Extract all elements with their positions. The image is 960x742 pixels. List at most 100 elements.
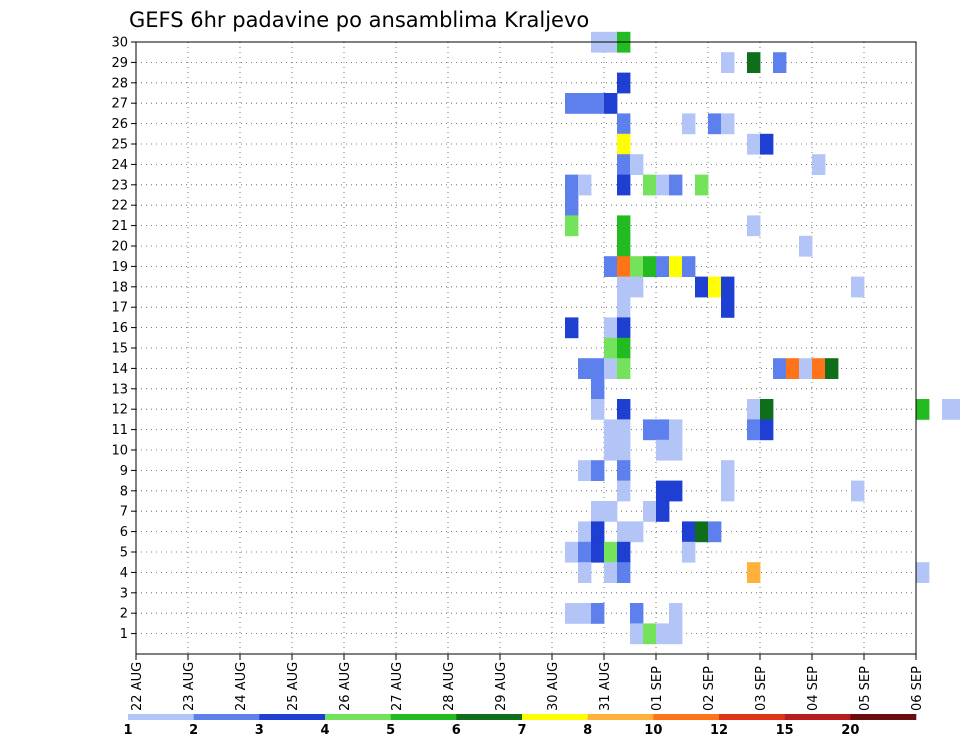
heatmap-cell (617, 562, 631, 583)
legend-swatch (719, 714, 785, 720)
y-tick-label: 28 (111, 76, 128, 91)
heatmap-cell (682, 256, 696, 277)
heatmap-cell (643, 174, 657, 196)
legend-label: 20 (841, 723, 859, 738)
legend-swatch (850, 714, 917, 720)
x-tick-label: 30 AUG (546, 662, 561, 711)
heatmap-cell (669, 256, 683, 277)
heatmap-cell (565, 174, 579, 196)
heatmap-cell (682, 521, 696, 543)
heatmap-cell (591, 603, 605, 624)
heatmap-cell (669, 480, 683, 502)
heatmap-cell (591, 501, 605, 522)
heatmap-cell (617, 419, 631, 441)
x-tick-label: 05 SEP (858, 666, 873, 711)
heatmap-cell (578, 93, 592, 114)
heatmap-cell (656, 501, 670, 522)
heatmap-cell (604, 93, 618, 114)
x-tick-label: 03 SEP (754, 666, 769, 711)
y-tick-label: 30 (111, 36, 128, 51)
heatmap-cell (617, 72, 631, 94)
heatmap-cell (669, 174, 683, 196)
heatmap-cell (747, 399, 761, 420)
heatmap-cell (578, 562, 592, 583)
heatmap-cell (812, 154, 826, 175)
heatmap-cell (630, 623, 644, 645)
heatmap-cell (682, 541, 696, 563)
y-tick-label: 27 (111, 97, 128, 112)
heatmap-cell (617, 439, 631, 461)
heatmap-cell (773, 358, 787, 379)
heatmap-cell (604, 562, 618, 583)
heatmap-cell (656, 623, 670, 645)
heatmap-cell (825, 358, 839, 379)
y-tick-label: 18 (111, 280, 128, 295)
heatmap-cell (617, 174, 631, 196)
y-tick-label: 13 (111, 382, 128, 397)
ensemble-cells (565, 31, 960, 645)
heatmap-cell (578, 521, 592, 543)
legend: 1 2 3 4 5 6 7 8 10 12 15 20 (123, 714, 917, 738)
heatmap-cell (617, 133, 631, 155)
heatmap-cell (695, 276, 709, 298)
heatmap-cell (591, 358, 605, 379)
heatmap-cell (643, 623, 657, 645)
heatmap-cell (617, 337, 631, 359)
y-tick-label: 20 (111, 240, 128, 255)
y-tick-label: 26 (111, 117, 128, 132)
heatmap-cell (604, 501, 618, 522)
heatmap-cell (942, 399, 956, 420)
legend-swatch (259, 714, 326, 720)
heatmap-cell (747, 419, 761, 441)
heatmap-cell (721, 276, 735, 298)
heatmap-cell (747, 562, 761, 583)
legend-swatch (390, 714, 457, 720)
x-tick-label: 29 AUG (494, 662, 509, 711)
heatmap-cell (604, 337, 618, 359)
heatmap-cell (851, 480, 865, 502)
heatmap-cell (682, 113, 696, 135)
x-tick-label: 01 SEP (650, 666, 665, 711)
legend-label: 6 (452, 723, 461, 738)
heatmap-cell (578, 358, 592, 379)
y-tick-label: 19 (111, 260, 128, 275)
heatmap-cell (695, 521, 709, 543)
heatmap-cell (656, 439, 670, 461)
heatmap-cell (578, 603, 592, 624)
heatmap-cell (760, 133, 774, 155)
heatmap-cell (721, 52, 735, 73)
heatmap-cell (565, 215, 579, 237)
y-tick-label: 16 (111, 321, 128, 336)
heatmap-cell (799, 235, 813, 257)
heatmap-cell (708, 521, 722, 543)
x-tick-label: 26 AUG (338, 662, 353, 711)
legend-swatch (193, 714, 260, 720)
heatmap-cell (812, 358, 826, 379)
heatmap-cell (656, 256, 670, 277)
heatmap-cell (591, 93, 605, 114)
heatmap-cell (760, 399, 774, 420)
heatmap-cell (656, 480, 670, 502)
x-tick-label: 06 SEP (910, 666, 925, 711)
legend-swatch (522, 714, 588, 720)
heatmap-cell (604, 439, 618, 461)
y-tick-label: 5 (120, 546, 128, 561)
heatmap-cell (604, 541, 618, 563)
legend-label: 12 (710, 723, 728, 738)
legend-label: 8 (583, 723, 592, 738)
heatmap-cell (617, 256, 631, 277)
heatmap-cell (747, 133, 761, 155)
x-tick-label: 22 AUG (130, 662, 145, 711)
x-tick-label: 23 AUG (182, 662, 197, 711)
heatmap-cell (604, 419, 618, 441)
y-tick-label: 24 (111, 158, 128, 173)
legend-label: 3 (255, 723, 264, 738)
legend-swatch (587, 714, 654, 720)
heatmap-cell (643, 501, 657, 522)
heatmap-cell (617, 154, 631, 175)
legend-swatch (325, 714, 391, 720)
y-tick-label: 22 (111, 199, 128, 214)
heatmap-cell (695, 174, 709, 196)
heatmap-cell (916, 562, 930, 583)
y-tick-label: 21 (111, 219, 128, 234)
